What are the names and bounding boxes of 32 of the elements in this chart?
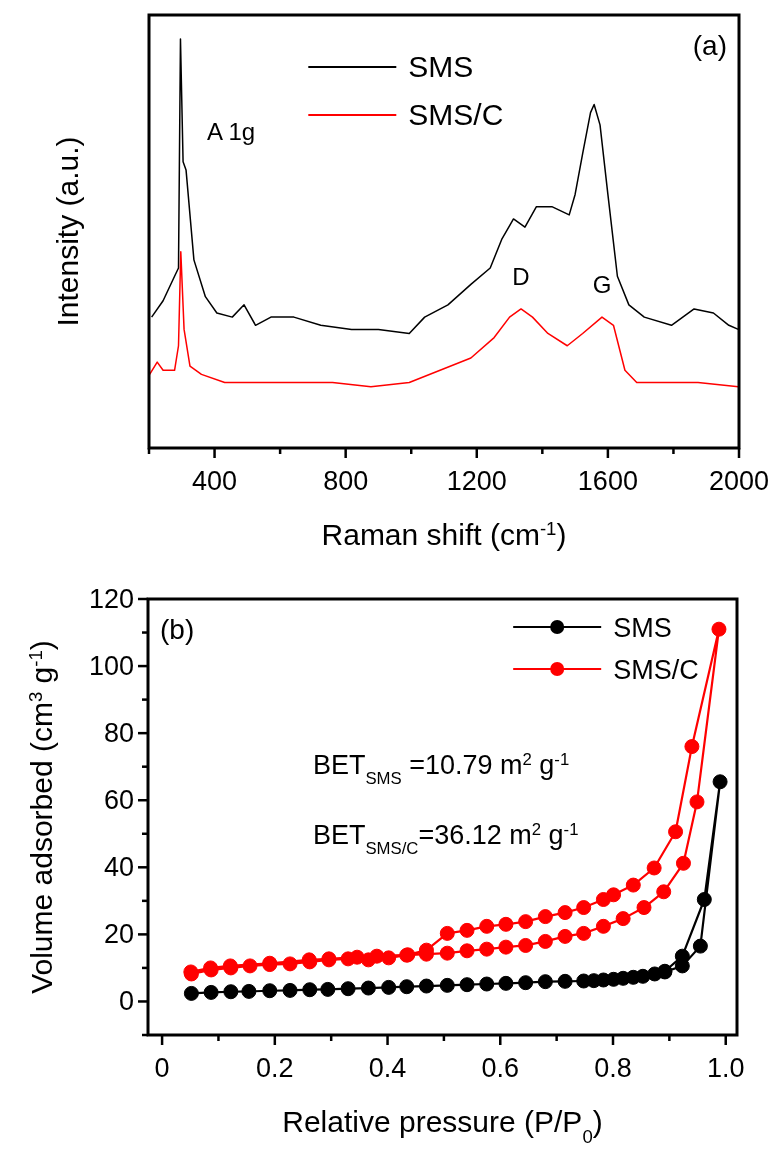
annotation: BET$_{SMS}$ =10.79 m$^{2}$ g$^{-1}$ [312,749,570,788]
x-tick-label: 1.0 [706,1053,745,1083]
y-tick-label: 60 [103,785,134,816]
y-axis-title: Intensity (a.u.) [51,136,84,327]
y-tick-label: 40 [103,852,134,883]
x-axis-title: Raman shift (cm$^{-1}$) [321,517,567,551]
legend-label: SMS [408,50,474,83]
x-tick-label: 800 [323,466,369,496]
x-axis-title: Relative pressure (P/P$_{0}$) [282,1105,603,1147]
x-tick-label: 0.4 [368,1053,407,1083]
annotation: (b) [160,614,195,645]
legend-label: SMS/C [613,655,699,685]
y-tick-label: 20 [103,919,134,950]
x-tick-label: 0.2 [256,1053,294,1083]
x-tick-label: 400 [192,466,238,496]
annotation: BET$_{SMS/C}$=36.12 m$^{2}$ g$^{-1}$ [312,819,579,858]
annotation: G [592,271,612,299]
x-tick-label: 0.6 [481,1053,520,1083]
annotation: D [512,262,530,290]
annotation: (a) [692,30,727,61]
legend-label: SMS/C [408,98,504,131]
x-tick-label: 1200 [446,466,507,496]
y-tick-label: 0 [118,986,134,1017]
y-tick-label: 80 [103,718,134,749]
x-tick-label: 0 [154,1053,170,1083]
y-tick-label: 100 [88,651,134,682]
x-tick-label: 0.8 [594,1053,632,1083]
x-tick-label: 1600 [577,466,638,496]
x-tick-label: 2000 [708,466,770,496]
annotation: A 1g [207,117,256,145]
legend-label: SMS [613,613,672,643]
y-tick-label: 120 [88,584,134,614]
